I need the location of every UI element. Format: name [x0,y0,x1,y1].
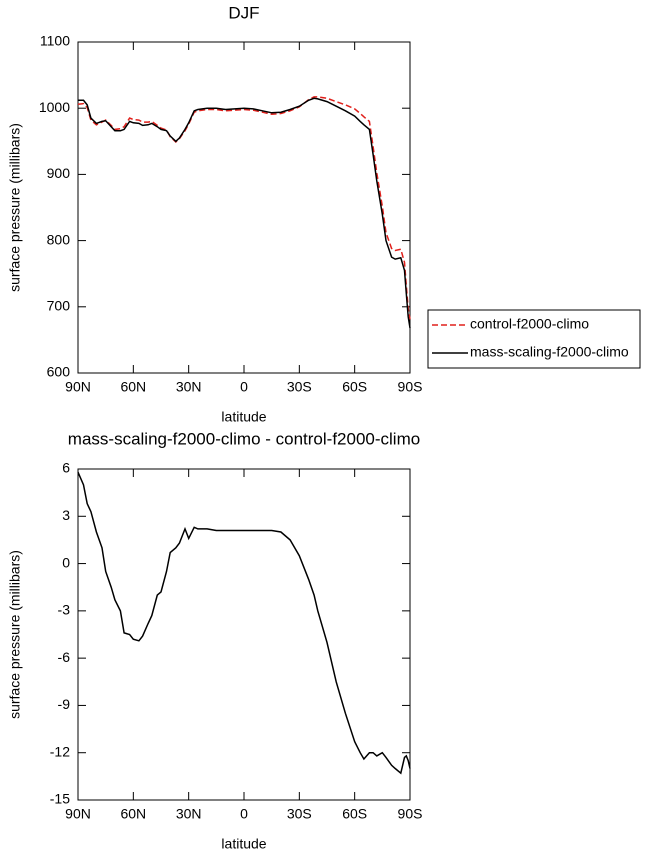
x-tick-label: 60N [120,806,146,822]
y-tick-label: -15 [50,791,70,807]
y-tick-label: 1000 [39,99,70,115]
x-axis-label: latitude [221,409,266,425]
plot-frame [77,41,411,374]
y-tick-label: 800 [47,231,71,247]
y-tick-label: -3 [58,602,71,618]
x-tick-label: 60N [120,379,146,395]
y-tick-label: -12 [50,743,70,759]
y-tick-label: 0 [62,554,70,570]
x-tick-label: 0 [240,379,248,395]
x-tick-label: 30S [287,379,312,395]
legend-box [427,309,641,369]
y-axis-label: surface pressure (millibars) [7,550,23,719]
data-line [77,96,411,320]
x-tick-label: 30N [176,379,202,395]
y-tick-label: 600 [47,364,71,380]
x-tick-label: 0 [240,806,248,822]
y-tick-label: 6 [62,460,70,476]
data-line [77,471,411,775]
y-tick-label: 1100 [40,33,70,49]
data-line [78,97,411,329]
x-tick-label: 30S [287,806,312,822]
x-tick-label: 60S [342,379,367,395]
x-tick-label: 60S [342,806,367,822]
y-tick-label: 3 [62,507,70,523]
x-tick-label: 30N [176,806,202,822]
x-tick-label: 90N [65,379,91,395]
x-tick-label: 90S [398,379,423,395]
legend-label: mass-scaling-f2000-climo [470,344,629,360]
x-tick-label: 90N [65,806,91,822]
chart-title: DJF [228,3,259,22]
y-axis-label: surface pressure (millibars) [7,123,23,292]
y-tick-label: -6 [58,649,71,665]
x-tick-label: 90S [398,806,423,822]
legend-label: control-f2000-climo [470,316,589,332]
y-tick-label: 700 [47,298,71,314]
y-tick-label: -9 [58,696,71,712]
y-tick-label: 900 [47,165,71,181]
x-axis-label: latitude [221,836,266,852]
chart-title: mass-scaling-f2000-climo - control-f2000… [68,429,420,448]
